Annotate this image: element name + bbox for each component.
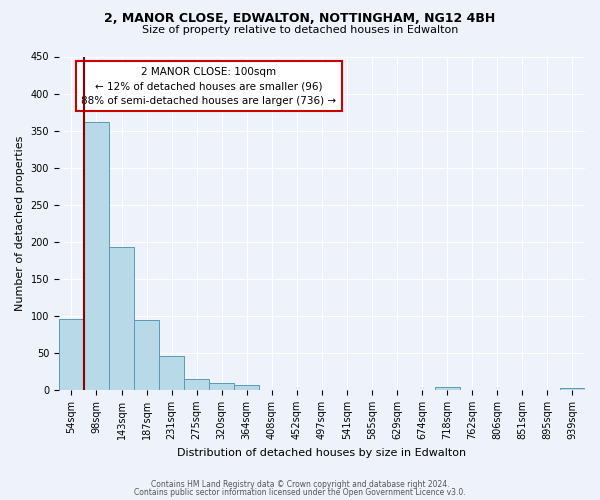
Bar xyxy=(209,382,234,390)
Text: Contains public sector information licensed under the Open Government Licence v3: Contains public sector information licen… xyxy=(134,488,466,497)
Bar xyxy=(184,379,209,390)
X-axis label: Distribution of detached houses by size in Edwalton: Distribution of detached houses by size … xyxy=(178,448,467,458)
Bar xyxy=(59,319,84,390)
Bar xyxy=(560,388,585,390)
Y-axis label: Number of detached properties: Number of detached properties xyxy=(15,136,25,311)
Text: Contains HM Land Registry data © Crown copyright and database right 2024.: Contains HM Land Registry data © Crown c… xyxy=(151,480,449,489)
Text: 2 MANOR CLOSE: 100sqm
← 12% of detached houses are smaller (96)
88% of semi-deta: 2 MANOR CLOSE: 100sqm ← 12% of detached … xyxy=(81,66,337,106)
Bar xyxy=(134,320,159,390)
Bar xyxy=(109,247,134,390)
Text: Size of property relative to detached houses in Edwalton: Size of property relative to detached ho… xyxy=(142,25,458,35)
Bar xyxy=(159,356,184,390)
Bar xyxy=(234,386,259,390)
Bar xyxy=(434,387,460,390)
Bar xyxy=(84,122,109,390)
Text: 2, MANOR CLOSE, EDWALTON, NOTTINGHAM, NG12 4BH: 2, MANOR CLOSE, EDWALTON, NOTTINGHAM, NG… xyxy=(104,12,496,26)
